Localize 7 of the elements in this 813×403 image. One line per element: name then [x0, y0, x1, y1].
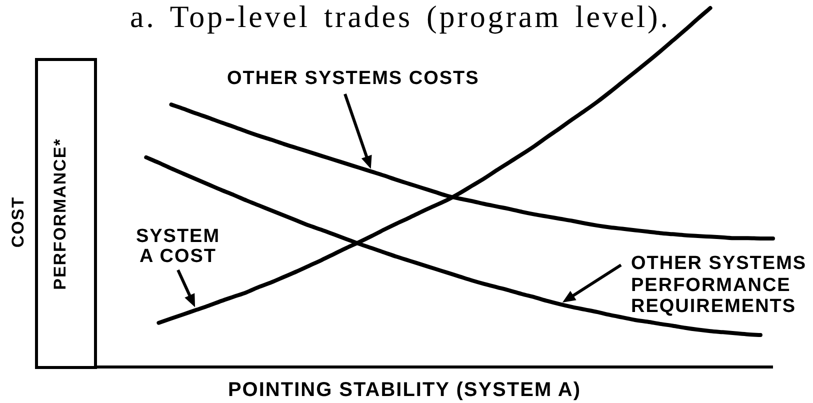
text: PERFORMANCE* — [50, 138, 70, 290]
y-axis-title: COST — [8, 196, 28, 248]
legend-label: OTHER SYSTEMS PERFORMANCE REQUIREMENTS — [631, 253, 808, 318]
chart-title: a. Top-level trades (program level). — [130, 0, 670, 34]
series-label: SYSTEM A COST — [134, 226, 222, 267]
x-axis-title: POINTING STABILITY (SYSTEM A) — [226, 379, 582, 401]
series-label: OTHER SYSTEMS COSTS — [227, 68, 480, 89]
